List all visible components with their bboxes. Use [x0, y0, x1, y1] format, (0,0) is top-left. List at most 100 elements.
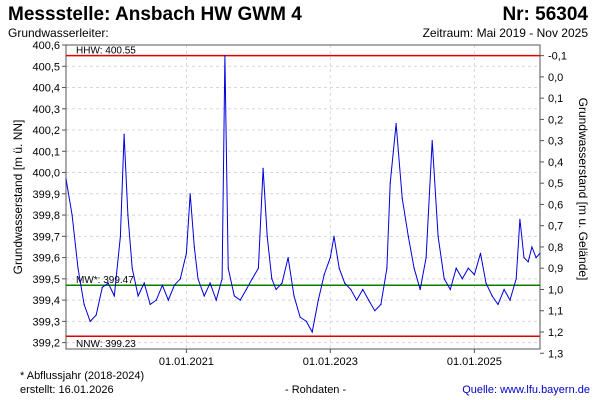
- data-point: [71, 214, 73, 216]
- data-point: [491, 295, 493, 297]
- left-axis: 399,2 399,3 399,4 399,5 399,6 399,7 399,8 399,9…: [32, 40, 66, 350]
- y-tick-label-right: 0,8: [548, 242, 563, 254]
- data-point: [413, 267, 415, 269]
- data-point: [257, 267, 259, 269]
- data-point: [419, 288, 421, 291]
- data-point: [473, 273, 475, 276]
- data-point: [519, 218, 521, 220]
- data-point: [443, 278, 445, 280]
- period-label: Zeitraum: Mai 2019 - Nov 2025: [422, 26, 588, 40]
- data-point: [503, 288, 505, 291]
- series-layer: [65, 55, 541, 334]
- data-point: [535, 256, 537, 259]
- data-point: [323, 273, 325, 276]
- data-point: [287, 256, 289, 259]
- data-point: [95, 314, 97, 316]
- y-tick-label-left: 400,3: [32, 104, 60, 116]
- data-point: [137, 295, 139, 297]
- station-number: Nr: 56304: [502, 4, 588, 25]
- data-point: [515, 278, 517, 280]
- y-tick-label-right: 1,0: [548, 284, 563, 296]
- x-tick-label: 01.01.2025: [447, 356, 502, 368]
- y-tick-label-left: 400,5: [32, 61, 60, 73]
- data-point: [131, 267, 133, 269]
- y-tick-label-left: 400,0: [32, 168, 60, 180]
- data-point: [368, 299, 370, 301]
- data-point: [311, 331, 313, 333]
- data-point: [113, 295, 115, 297]
- y-tick-label-left: 399,8: [32, 210, 60, 222]
- y-tick-label-left: 400,4: [32, 83, 60, 95]
- data-point: [127, 214, 129, 216]
- data-point: [485, 282, 487, 284]
- data-point: [531, 246, 533, 248]
- data-point: [189, 193, 191, 195]
- data-point: [251, 278, 253, 280]
- data-point: [83, 303, 85, 305]
- y-tick-label-right: 0,2: [548, 114, 563, 126]
- y-tick-label-left: 399,2: [32, 338, 60, 350]
- page-title: Messstelle: Ansbach HW GWM 4: [8, 4, 302, 25]
- data-point: [65, 178, 67, 180]
- data-point: [374, 310, 376, 312]
- y-axis-label-right: Grundwasserstand [m u. Gelände]: [576, 98, 590, 281]
- data-point: [389, 182, 391, 184]
- data-point: [401, 197, 403, 199]
- data-point: [293, 295, 295, 297]
- y-tick-label-left: 400,6: [32, 40, 60, 52]
- data-point: [362, 288, 364, 291]
- data-point: [497, 303, 499, 305]
- data-point: [350, 288, 352, 291]
- y-tick-label-right: 0,9: [548, 263, 563, 275]
- footnote: * Abflussjahr (2018-2024): [20, 370, 145, 382]
- y-tick-label-right: 0,0: [548, 72, 563, 84]
- data-point: [149, 303, 151, 305]
- data-point: [275, 288, 277, 291]
- y-tick-label-right: 1,1: [548, 306, 563, 318]
- aquifer-label: Grundwasserleiter:: [8, 26, 109, 40]
- data-point: [437, 235, 439, 237]
- data-point: [203, 295, 205, 297]
- y-tick-label-left: 400,1: [32, 146, 60, 158]
- y-tick-label-left: 400,2: [32, 125, 60, 137]
- data-point: [239, 299, 241, 301]
- data-point: [338, 267, 340, 269]
- y-tick-label-right: 0,1: [548, 93, 563, 105]
- data-point: [461, 278, 463, 280]
- plot-frame: [65, 44, 541, 350]
- data-point: [245, 288, 247, 291]
- x-tick-label: 01.01.2021: [159, 356, 214, 368]
- data-point: [224, 55, 226, 57]
- y-tick-label-left: 399,6: [32, 253, 60, 265]
- y-tick-label-right: 0,3: [548, 136, 563, 148]
- data-point: [386, 267, 388, 269]
- data-point: [380, 303, 382, 305]
- data-point: [356, 299, 358, 301]
- data-point: [281, 282, 283, 284]
- data-point: [215, 299, 217, 301]
- y-tick-label-right: 0,4: [548, 157, 563, 169]
- data-point: [333, 235, 335, 237]
- data-point: [167, 299, 169, 301]
- data-point: [455, 267, 457, 269]
- y-tick-label-left: 399,4: [32, 295, 60, 307]
- source-link[interactable]: www.lfu.bayern.de: [500, 384, 590, 396]
- data-point: [395, 123, 397, 125]
- data-point: [271, 278, 273, 280]
- data-point: [299, 316, 301, 318]
- y-tick-label-right: 0,5: [548, 178, 563, 190]
- data-point: [185, 252, 188, 254]
- data-point: [221, 278, 223, 280]
- data-point: [305, 320, 307, 322]
- reference-lines: HHW: 400.55 MW*: 399.47 NNW: 399.23: [66, 46, 540, 350]
- data-point: [449, 288, 451, 291]
- rawdata-label: - Rohdaten -: [285, 384, 347, 396]
- data-point: [523, 256, 525, 259]
- y-tick-label-right: 0,7: [548, 221, 563, 233]
- reference-label: HHW: 400.55: [76, 46, 136, 57]
- y-tick-label-right: 1,2: [548, 327, 563, 339]
- data-point: [227, 267, 229, 269]
- chart-grid: [66, 44, 540, 349]
- data-point: [344, 282, 346, 284]
- data-point: [101, 286, 103, 288]
